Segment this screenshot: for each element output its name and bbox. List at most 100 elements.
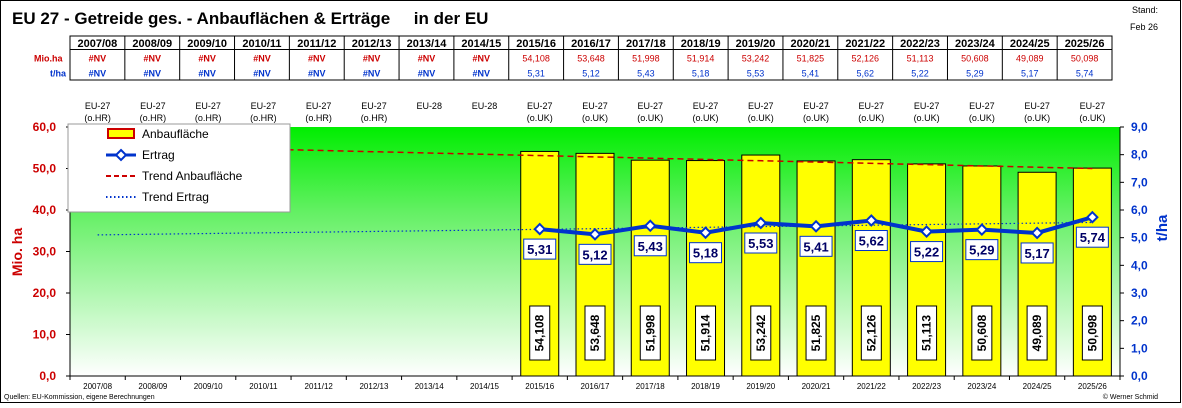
table-border xyxy=(69,35,1113,81)
table-header-cell: 2015/16 xyxy=(516,38,556,50)
legend-box xyxy=(67,123,291,213)
table-header-cell: 2009/10 xyxy=(187,38,227,50)
bar-data-label: 51,825 xyxy=(809,314,823,351)
region-label: EU-27 xyxy=(748,101,774,111)
region-label: EU-27 xyxy=(582,101,608,111)
x-tick-label: 2024/25 xyxy=(1023,382,1052,391)
region-sublabel: (o.HR) xyxy=(250,113,277,123)
point-ertrag xyxy=(533,222,547,236)
x-tick-label: 2020/21 xyxy=(802,382,831,391)
table-yield-cell: #NV xyxy=(308,69,326,79)
table-yield-cell: 5,22 xyxy=(911,69,929,79)
legend: Anbaufläche Ertrag Trend Anbaufläche Tre… xyxy=(67,123,291,213)
y-tick-label-left: 20,0 xyxy=(33,286,57,300)
table-header-cell: 2017/18 xyxy=(626,38,666,50)
bar-label-box xyxy=(529,305,551,361)
point-data-label: 5,18 xyxy=(693,246,718,261)
region-sublabel: (o.HR) xyxy=(195,113,222,123)
point-label-box xyxy=(744,232,778,254)
x-tick-label: 2023/24 xyxy=(967,382,996,391)
y-tick-label-right: 8,0 xyxy=(1131,148,1148,162)
point-data-label: 5,62 xyxy=(859,234,884,249)
table-yield-cell: #NV xyxy=(198,69,216,79)
region-labels: EU-27 (o.HR) EU-27 (o.HR) EU-27 (o.HR) EU-27 (o… xyxy=(84,101,1105,123)
bar-data-label: 50,608 xyxy=(975,314,989,351)
point-data-label: 5,17 xyxy=(1024,246,1049,261)
point-ertrag xyxy=(920,225,933,238)
x-tick-label: 2013/14 xyxy=(415,382,444,391)
point-label-box xyxy=(1020,242,1054,264)
point-ertrag xyxy=(588,227,602,241)
region-sublabel: (o.UK) xyxy=(582,113,608,123)
table-area-cell: 51,998 xyxy=(632,54,660,64)
region-label: EU-27 xyxy=(638,101,664,111)
region-sublabel: (o.UK) xyxy=(1024,113,1050,123)
table-area-cell: #NV xyxy=(198,54,216,64)
point-label-box xyxy=(910,241,944,263)
region-sublabel: (o.UK) xyxy=(527,113,553,123)
table-yield-cell: 5,12 xyxy=(582,69,600,79)
point-data-label: 5,41 xyxy=(803,239,828,254)
table-yield-cell: 5,53 xyxy=(747,69,765,79)
table-area-cell: 51,113 xyxy=(907,54,934,64)
x-tick-label: 2010/11 xyxy=(249,382,278,391)
point-label-box xyxy=(965,239,999,261)
x-tick-label: 2022/23 xyxy=(912,382,941,391)
legend-label-ertrag: Ertrag xyxy=(142,148,175,162)
legend-label-anbauflaeche: Anbaufläche xyxy=(142,127,209,141)
table-area-cell: #NV xyxy=(418,54,436,64)
table-header-cell: 2014/15 xyxy=(461,38,501,50)
bar-data-label: 52,126 xyxy=(864,314,878,351)
yield-line xyxy=(533,210,1099,241)
point-data-label: 5,31 xyxy=(527,242,552,257)
point-ertrag xyxy=(754,216,768,230)
table-header-cell: 2022/23 xyxy=(900,38,940,50)
bar-label-box xyxy=(971,305,993,361)
table-area-cell: 52,126 xyxy=(851,54,879,64)
region-label: EU-27 xyxy=(361,101,387,111)
region-sublabel: (o.UK) xyxy=(803,113,829,123)
table-area-cell: 51,914 xyxy=(687,54,715,64)
point-label-box xyxy=(854,230,888,252)
point-ertrag xyxy=(1085,210,1099,224)
table-header-cell: 2008/09 xyxy=(132,38,172,50)
table-yield-cell: #NV xyxy=(144,69,162,79)
point-label-box xyxy=(1075,226,1109,248)
table-yield-cell: 5,43 xyxy=(637,69,655,79)
table-header-cell: 2021/22 xyxy=(845,38,885,50)
table-header-cell: 2023/24 xyxy=(955,38,996,50)
table-yield-cell: #NV xyxy=(253,69,271,79)
point-ertrag xyxy=(1030,226,1044,240)
point-data-label: 5,29 xyxy=(969,243,994,258)
region-sublabel: (o.UK) xyxy=(914,113,940,123)
region-label: EU-28 xyxy=(472,101,498,111)
point-data-label: 5,43 xyxy=(638,239,663,254)
table-area-cell: 54,108 xyxy=(522,54,550,64)
region-label: EU-27 xyxy=(1024,101,1050,111)
legend-label-trend-anbauflaeche: Trend Anbaufläche xyxy=(142,169,243,183)
bar-data-label: 51,113 xyxy=(920,315,934,351)
table-yield-cell: 5,18 xyxy=(692,69,710,79)
table-area-cell: 50,608 xyxy=(961,54,989,64)
bar-data-label: 53,648 xyxy=(588,314,602,351)
table-area-cell: #NV xyxy=(253,54,271,64)
y-tick-label-right: 9,0 xyxy=(1131,120,1148,134)
y-axis-right-label: t/ha xyxy=(1154,214,1171,241)
x-tick-label: 2019/20 xyxy=(746,382,775,391)
table-yield-cell: 5,41 xyxy=(802,69,820,79)
table-area-cell: #NV xyxy=(363,54,381,64)
table-yield-cell: 5,62 xyxy=(856,69,874,79)
x-tick-label: 2009/10 xyxy=(194,382,223,391)
region-label: EU-27 xyxy=(693,101,719,111)
table-header-cell: 2020/21 xyxy=(790,38,830,50)
x-tick-label: 2018/19 xyxy=(691,382,720,391)
region-label: EU-27 xyxy=(803,101,829,111)
table-area-cell: #NV xyxy=(473,54,491,64)
x-tick-label: 2008/09 xyxy=(138,382,167,391)
point-data-label: 5,12 xyxy=(582,247,607,262)
table-area-cell: 50,098 xyxy=(1071,54,1099,64)
table-header-cell: 2024/25 xyxy=(1010,38,1050,50)
y-tick-label-right: 6,0 xyxy=(1131,203,1148,217)
x-tick-label: 2015/16 xyxy=(525,382,554,391)
region-label: EU-27 xyxy=(859,101,885,111)
